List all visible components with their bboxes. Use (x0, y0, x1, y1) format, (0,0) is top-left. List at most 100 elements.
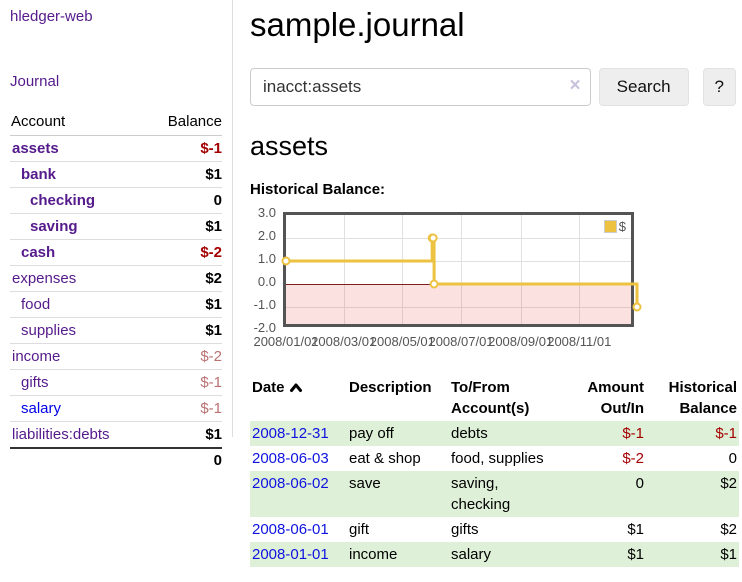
register-table-header-row: Date Description To/From Account(s) Amou… (250, 375, 739, 421)
transaction-date-link[interactable]: 2008-06-03 (252, 450, 329, 467)
transaction-amount: 0 (635, 475, 644, 492)
main-content: sample.journal × Search ? assets Histori… (250, 0, 739, 567)
register-table: Date Description To/From Account(s) Amou… (250, 375, 739, 567)
chart-legend: $ (601, 218, 628, 235)
account-row-bank: bank $1 (10, 161, 222, 187)
header-date[interactable]: Date (250, 375, 347, 421)
sidebar-item-journal[interactable]: Journal (10, 73, 60, 90)
balance-column-header: Balance (167, 113, 222, 130)
h-gridline (286, 307, 631, 308)
legend-label: $ (618, 219, 626, 234)
transaction-date-link[interactable]: 2008-12-31 (252, 425, 329, 442)
app-brand-link[interactable]: hledger-web (10, 8, 93, 25)
search-input[interactable] (250, 68, 591, 106)
clear-search-icon[interactable]: × (569, 75, 581, 96)
transaction-row: 2008-12-31 pay off debts $-1 $-1 (250, 421, 739, 446)
chart-plot-area: $ (281, 212, 642, 327)
data-point-marker (428, 233, 438, 243)
account-balance: $1 (205, 296, 222, 313)
transaction-amount: $1 (627, 521, 644, 538)
transaction-description: gift (349, 521, 370, 538)
account-row-expenses: expenses $2 (10, 265, 222, 291)
transaction-balance: 0 (728, 450, 737, 467)
accounts-total: 0 (10, 447, 222, 472)
transaction-date-link[interactable]: 2008-01-01 (252, 546, 329, 563)
account-link[interactable]: supplies (21, 322, 77, 339)
header-description: Description (349, 379, 432, 396)
transaction-row: 2008-06-01 gift gifts $1 $2 (250, 517, 739, 542)
header-balance: Historical Balance (668, 379, 737, 417)
account-row-assets: assets $-1 (10, 136, 222, 161)
x-tick-label: 2008/11/01 (547, 334, 612, 349)
x-tick-label: 2008/09/01 (488, 334, 554, 349)
account-link[interactable]: gifts (21, 374, 49, 391)
transaction-amount: $1 (627, 546, 644, 563)
transaction-description: income (349, 546, 398, 563)
v-gridline (579, 215, 581, 324)
accounts-table: Account Balance assets $-1 bank $1 checking 0… (10, 111, 222, 472)
account-link[interactable]: food (21, 296, 51, 313)
y-tick-label: 3.0 (257, 205, 276, 220)
data-point-marker (632, 302, 642, 312)
account-row-salary: salary $-1 (10, 395, 222, 421)
search-box: × (250, 68, 591, 106)
account-row-supplies: supplies $1 (10, 317, 222, 343)
transaction-balance: $1 (720, 546, 737, 563)
account-link[interactable]: assets (12, 140, 59, 157)
v-gridline (343, 215, 345, 324)
account-balance: $-2 (200, 244, 222, 261)
transaction-description: save (349, 475, 381, 492)
account-column-header: Account (11, 113, 66, 130)
transaction-accounts: gifts (451, 521, 479, 538)
account-row-gifts: gifts $-1 (10, 369, 222, 395)
x-tick-label: 2008/05/01 (369, 334, 435, 349)
page-title: sample.journal (250, 6, 465, 43)
account-link[interactable]: expenses (12, 270, 77, 287)
account-balance: $-1 (200, 140, 222, 157)
help-button[interactable]: ? (702, 68, 736, 106)
account-balance: $-1 (200, 374, 222, 391)
transaction-accounts: food, supplies (451, 450, 544, 467)
account-balance: $-1 (200, 400, 222, 417)
v-gridline (520, 215, 522, 324)
account-row-cash: cash $-2 (10, 239, 222, 265)
chart-title: Historical Balance: (250, 181, 386, 198)
x-tick-label: 2008/03/01 (311, 334, 377, 349)
search-form: × Search ? (250, 68, 736, 106)
account-row-income: income $-2 (10, 343, 222, 369)
account-row-saving: saving $1 (10, 213, 222, 239)
account-link[interactable]: checking (30, 192, 96, 209)
account-link[interactable]: bank (21, 166, 57, 183)
account-balance: $2 (205, 270, 222, 287)
h-gridline (286, 238, 631, 239)
transaction-accounts: salary (451, 546, 492, 563)
transaction-balance: $-1 (715, 425, 737, 442)
account-link[interactable]: liabilities:debts (12, 426, 110, 443)
balance-step-line (281, 233, 642, 312)
transaction-balance: $2 (720, 521, 737, 538)
historical-balance-chart: 3.0 2.0 1.0 0.0 -1.0 -2.0 $ 2008/01/01 2008/03… (250, 201, 736, 353)
account-balance: $1 (205, 426, 222, 443)
account-link[interactable]: salary (21, 400, 62, 417)
accounts-table-header: Account Balance (10, 111, 222, 136)
account-link[interactable]: income (12, 348, 61, 365)
transaction-date-link[interactable]: 2008-06-01 (252, 521, 329, 538)
data-point-marker (281, 256, 291, 266)
search-button[interactable]: Search (598, 68, 689, 106)
account-balance: $-2 (200, 348, 222, 365)
y-tick-label: -2.0 (253, 320, 276, 335)
x-tick-label: 2008/01/01 (253, 334, 319, 349)
account-link[interactable]: saving (30, 218, 78, 235)
transaction-description: pay off (349, 425, 394, 442)
transaction-date-link[interactable]: 2008-06-02 (252, 475, 329, 492)
sidebar: hledger-web Journal Account Balance asse… (0, 0, 233, 469)
account-row-liabilities-debts: liabilities:debts $1 (10, 421, 222, 447)
v-gridline (402, 215, 404, 324)
sort-asc-icon (289, 378, 303, 399)
x-tick-label: 2008/07/01 (428, 334, 494, 349)
account-balance: $1 (205, 166, 222, 183)
header-amount: Amount Out/In (587, 379, 644, 417)
data-point-marker (429, 279, 439, 289)
account-link[interactable]: cash (21, 244, 56, 261)
y-tick-label: -1.0 (253, 297, 276, 312)
